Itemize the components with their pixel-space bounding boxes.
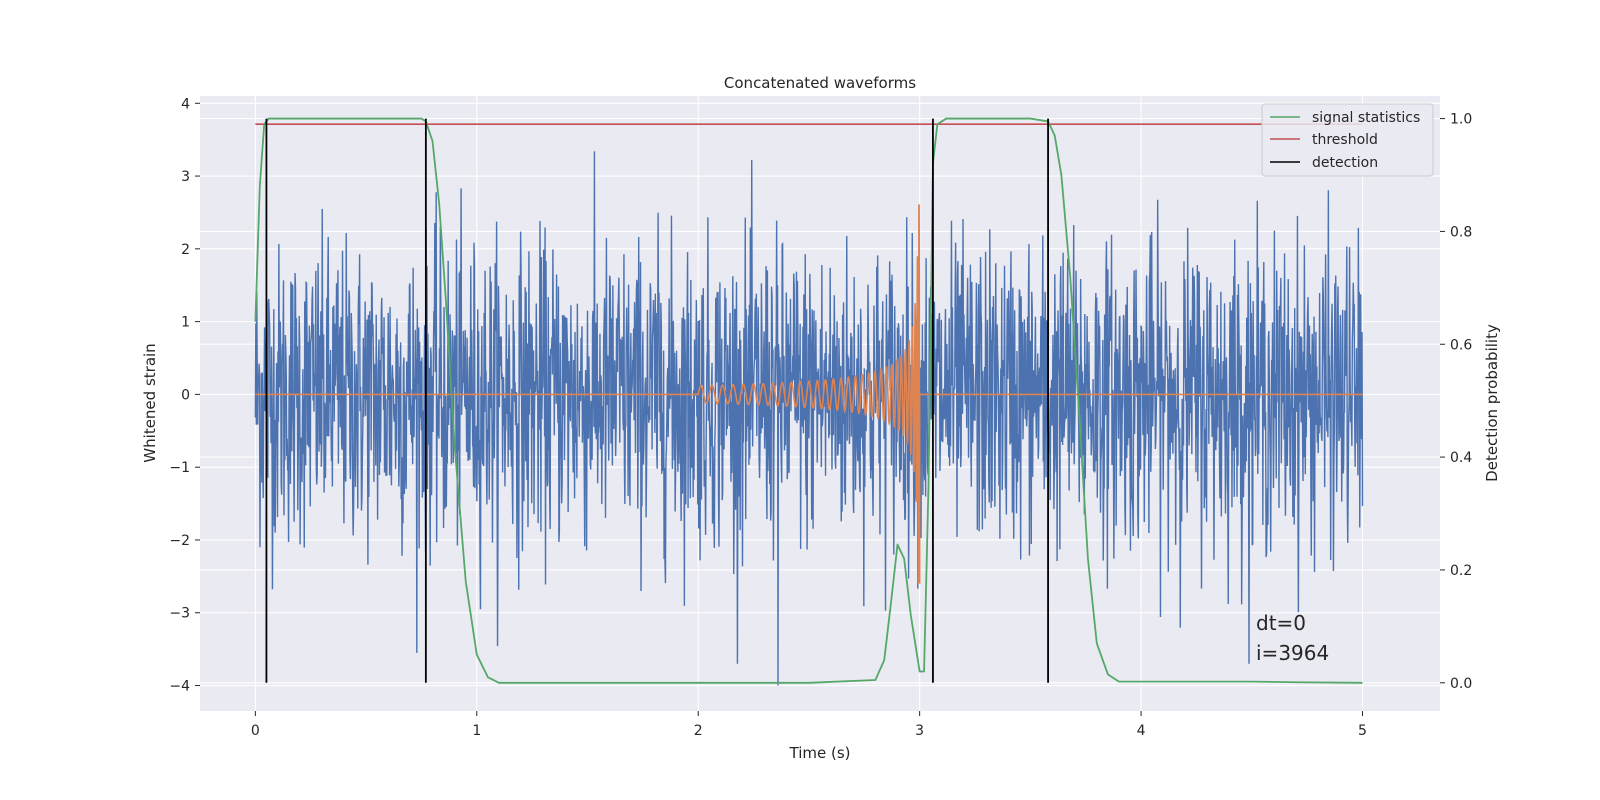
legend-label-threshold: threshold bbox=[1312, 132, 1378, 148]
y-axis-label: Whitened strain bbox=[141, 343, 159, 462]
y-tick-label: 1 bbox=[181, 315, 190, 331]
y2-tick-label: 0.6 bbox=[1450, 337, 1472, 353]
y-tick-label: 0 bbox=[181, 387, 190, 403]
y2-tick-label: 1.0 bbox=[1450, 112, 1472, 128]
series-signal-statistics bbox=[254, 117, 1363, 684]
series-whitened-strain bbox=[254, 151, 1364, 686]
y-tick-label: 3 bbox=[181, 169, 190, 185]
y-tick-label: −2 bbox=[169, 533, 190, 549]
y-tick-label: −1 bbox=[169, 460, 190, 476]
y2-tick-label: 0.8 bbox=[1450, 224, 1472, 240]
legend-box bbox=[1261, 103, 1434, 177]
y2-tick-label: 0.4 bbox=[1450, 450, 1472, 466]
x-tick-label: 3 bbox=[915, 723, 924, 739]
x-tick-label: 0 bbox=[251, 723, 260, 739]
series-template-chirp bbox=[255, 204, 1363, 584]
x-tick-label: 4 bbox=[1137, 723, 1146, 739]
series-layer bbox=[254, 117, 1364, 686]
y-tick-label: −3 bbox=[169, 606, 190, 622]
y-tick-label: 4 bbox=[181, 96, 190, 112]
x-tick-label: 1 bbox=[472, 723, 481, 739]
y2-tick-label: 0.0 bbox=[1450, 676, 1472, 692]
y2-tick-label: 0.2 bbox=[1450, 563, 1472, 579]
y2-axis-label: Detection probability bbox=[1483, 324, 1501, 482]
legend: signal statistics threshold detection bbox=[1261, 103, 1434, 177]
x-axis-label: Time (s) bbox=[789, 744, 851, 762]
x-tick-label: 2 bbox=[694, 723, 703, 739]
ticks: 0 1 2 3 4 5 −4 −3 −2 −1 0 1 2 3 4 0.0 0.2 0.4 0.6 0.8 1.0 bbox=[169, 96, 1472, 739]
chart-title: Concatenated waveforms bbox=[724, 74, 916, 92]
annotation-dt: dt=0 bbox=[1256, 611, 1306, 635]
legend-label-signal-statistics: signal statistics bbox=[1312, 110, 1420, 126]
legend-label-detection: detection bbox=[1312, 155, 1378, 171]
annotation-index: i=3964 bbox=[1256, 641, 1329, 665]
x-tick-label: 5 bbox=[1358, 723, 1367, 739]
y-tick-label: −4 bbox=[169, 679, 190, 695]
y-tick-label: 2 bbox=[181, 242, 190, 258]
